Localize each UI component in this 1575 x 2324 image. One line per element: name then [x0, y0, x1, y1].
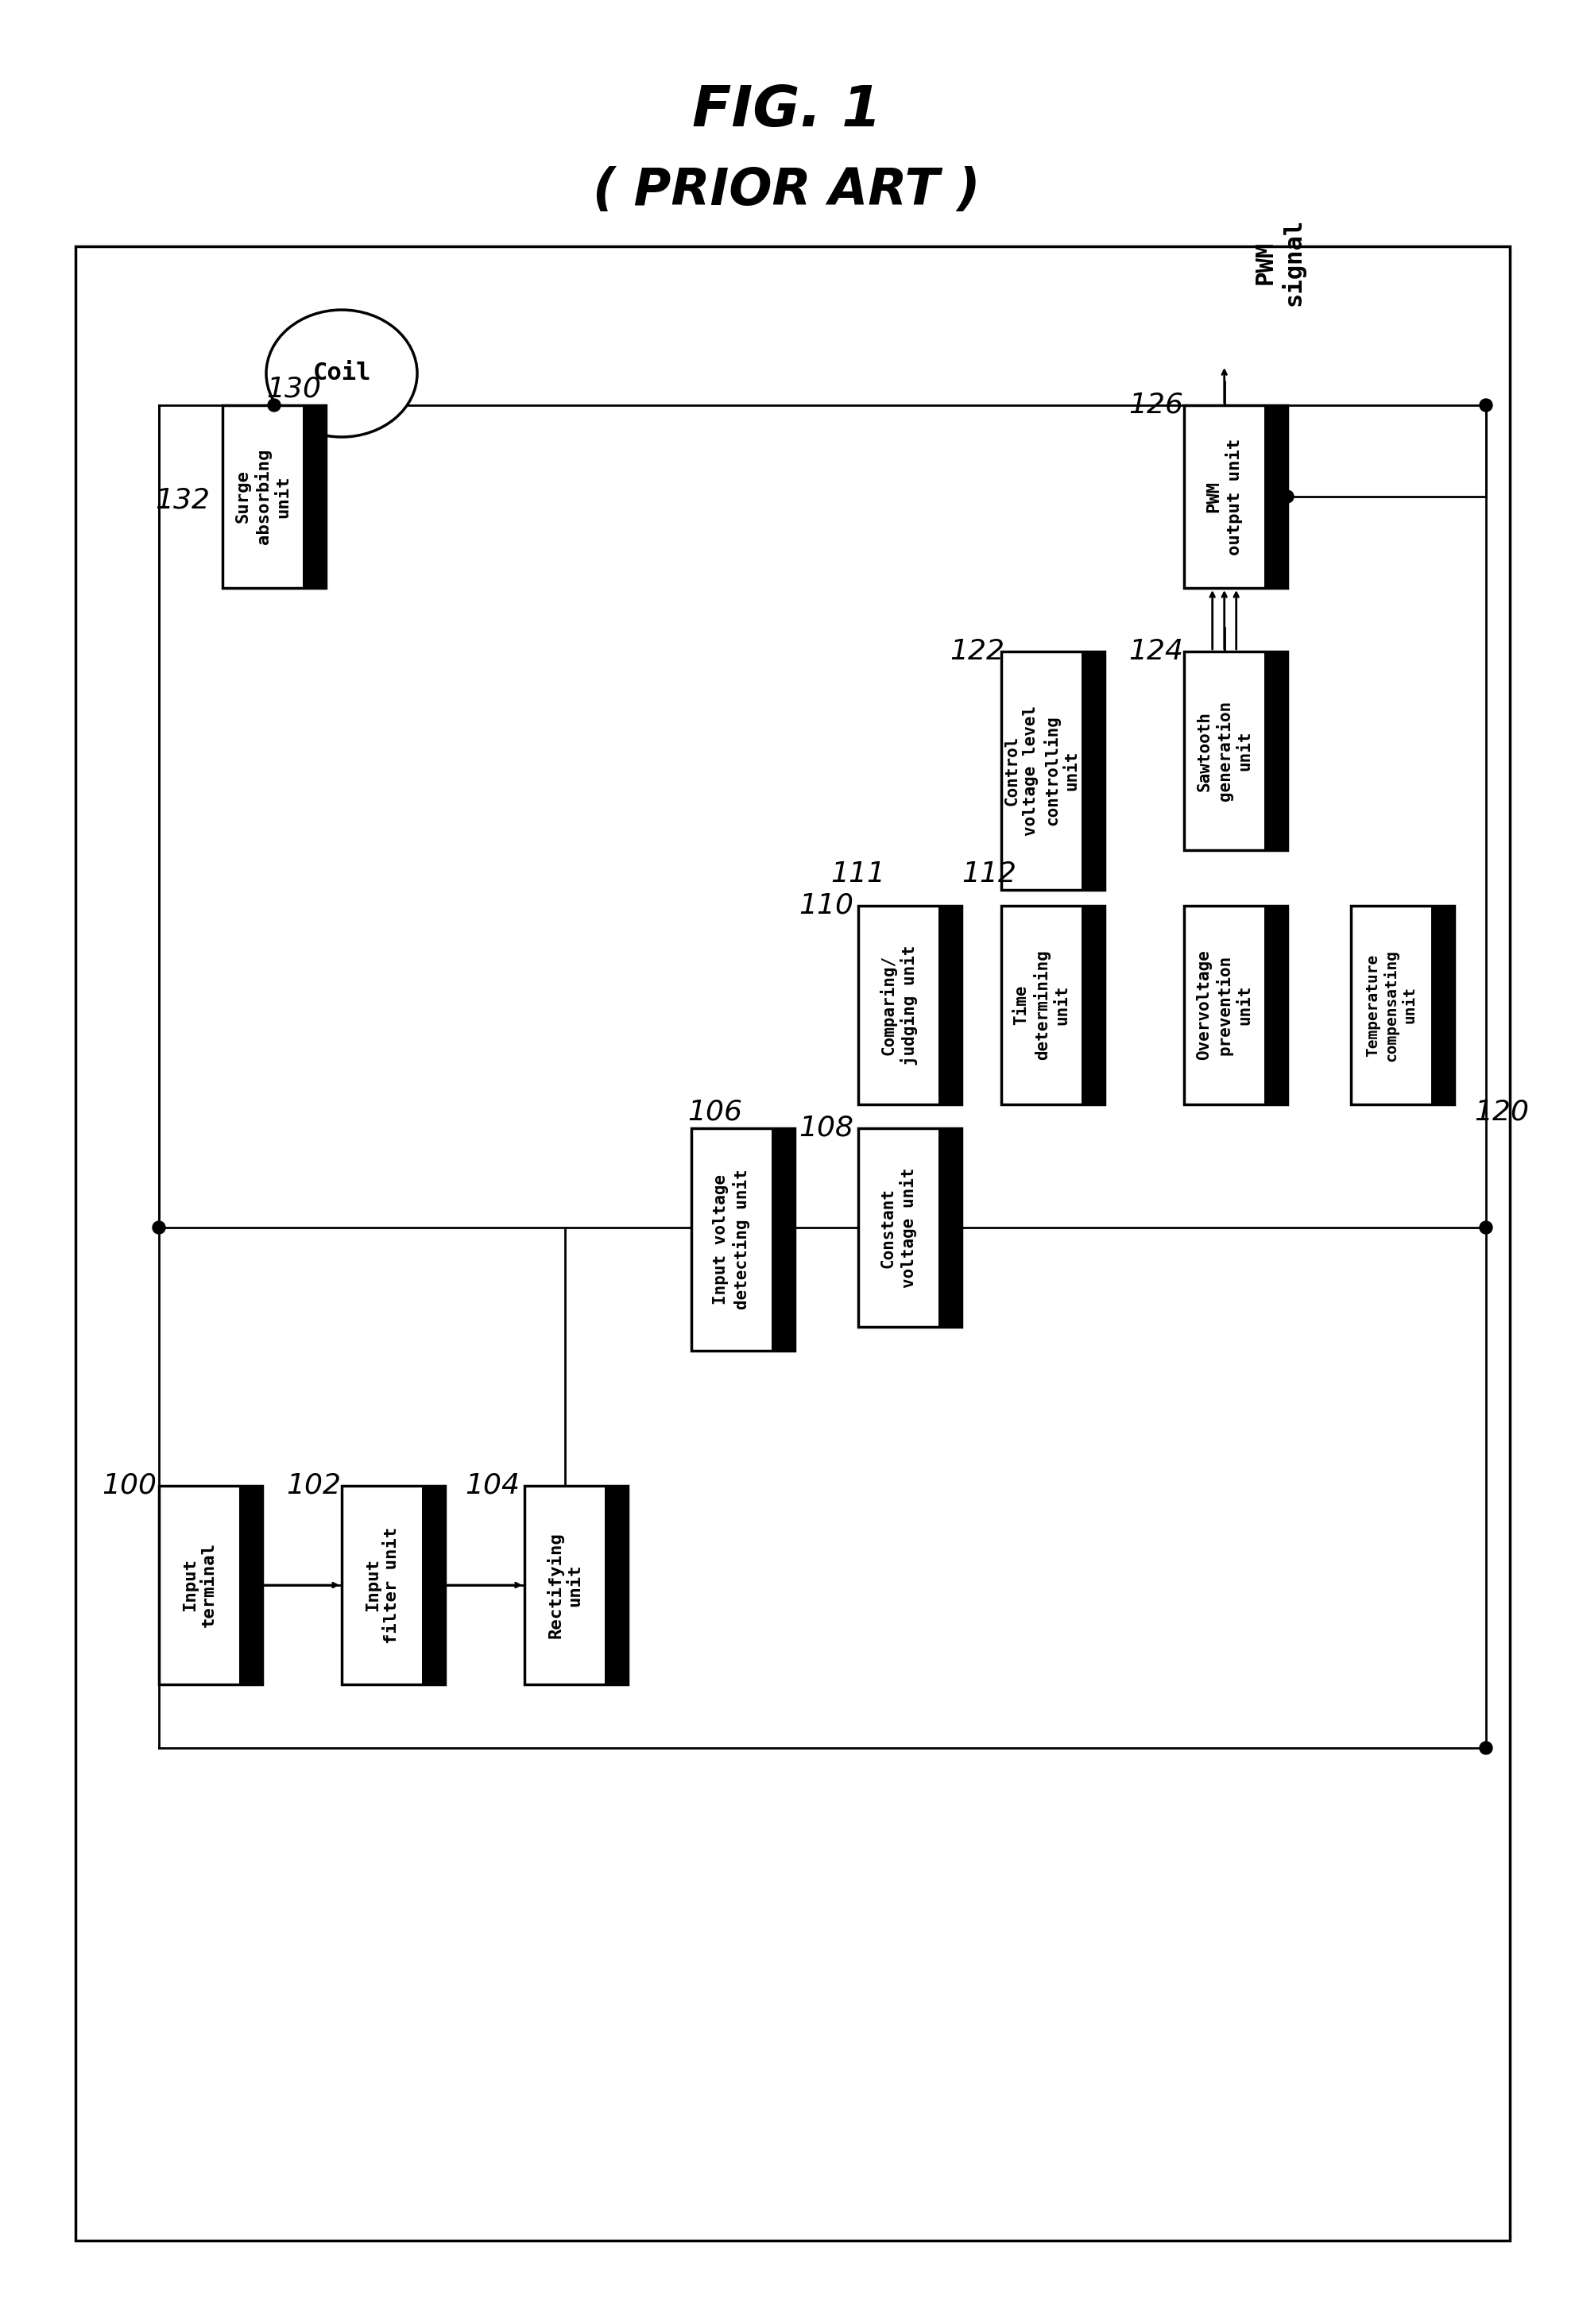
- Text: 124: 124: [1129, 639, 1184, 665]
- Text: Overvoltage
prevention
unit: Overvoltage prevention unit: [1197, 951, 1252, 1060]
- Text: 122: 122: [950, 639, 1005, 665]
- Circle shape: [153, 1220, 165, 1234]
- Text: 102: 102: [287, 1473, 342, 1499]
- Text: Input
terminal: Input terminal: [181, 1543, 217, 1627]
- Bar: [939, 1127, 961, 1327]
- Text: 120: 120: [1474, 1099, 1529, 1125]
- Bar: [1265, 404, 1287, 588]
- Text: 104: 104: [465, 1473, 520, 1499]
- Circle shape: [268, 400, 280, 411]
- Text: ( PRIOR ART ): ( PRIOR ART ): [592, 165, 981, 216]
- Text: Input voltage
detecting unit: Input voltage detecting unit: [713, 1169, 750, 1311]
- Text: 108: 108: [799, 1116, 854, 1141]
- Text: Constant
voltage unit: Constant voltage unit: [880, 1167, 917, 1287]
- Text: 112: 112: [962, 860, 1017, 888]
- Circle shape: [1479, 400, 1493, 411]
- Bar: [1082, 906, 1104, 1104]
- Bar: [858, 906, 961, 1104]
- Bar: [1082, 651, 1104, 890]
- Bar: [1002, 651, 1104, 890]
- Text: Coil: Coil: [312, 363, 370, 386]
- Ellipse shape: [266, 309, 417, 437]
- Text: 132: 132: [156, 488, 209, 514]
- Circle shape: [1280, 490, 1293, 502]
- Bar: [1265, 651, 1287, 851]
- Bar: [342, 1485, 446, 1685]
- Bar: [222, 404, 326, 588]
- Bar: [772, 1127, 795, 1350]
- Text: FIG. 1: FIG. 1: [691, 84, 882, 139]
- Text: 106: 106: [688, 1099, 742, 1125]
- Bar: [1184, 906, 1287, 1104]
- Text: Comparing/
judging unit: Comparing/ judging unit: [879, 946, 918, 1064]
- Text: Input
filter unit: Input filter unit: [364, 1527, 400, 1643]
- Circle shape: [1479, 1741, 1493, 1755]
- Text: Time
determining
unit: Time determining unit: [1014, 951, 1069, 1060]
- Bar: [605, 1485, 628, 1685]
- Bar: [691, 1127, 795, 1350]
- Bar: [1184, 651, 1287, 851]
- Bar: [1002, 906, 1104, 1104]
- Text: PWM
output unit: PWM output unit: [1206, 439, 1243, 555]
- Circle shape: [1479, 1220, 1493, 1234]
- Text: Control
voltage level
controlling
unit: Control voltage level controlling unit: [1003, 706, 1079, 837]
- Bar: [159, 1485, 261, 1685]
- Bar: [1184, 404, 1287, 588]
- Bar: [858, 1127, 961, 1327]
- Text: 110: 110: [799, 892, 854, 920]
- Bar: [1265, 906, 1287, 1104]
- Text: 111: 111: [830, 860, 885, 888]
- Text: 130: 130: [266, 376, 321, 402]
- Bar: [239, 1485, 261, 1685]
- Bar: [76, 246, 1510, 2240]
- Bar: [302, 404, 326, 588]
- Text: Sawtooth
generation
unit: Sawtooth generation unit: [1197, 700, 1252, 802]
- Bar: [939, 906, 961, 1104]
- Text: PWM
signal: PWM signal: [1254, 218, 1306, 307]
- Bar: [1351, 906, 1454, 1104]
- Bar: [422, 1485, 446, 1685]
- Bar: [1432, 906, 1454, 1104]
- Text: Surge
absorbing
unit: Surge absorbing unit: [235, 449, 291, 544]
- Bar: [524, 1485, 628, 1685]
- Text: Rectifying
unit: Rectifying unit: [547, 1532, 583, 1638]
- Text: Temperature
compensating
unit: Temperature compensating unit: [1366, 948, 1418, 1062]
- Text: 100: 100: [102, 1473, 158, 1499]
- Text: 126: 126: [1129, 393, 1184, 418]
